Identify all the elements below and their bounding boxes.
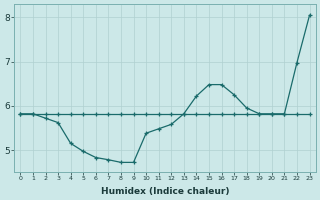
X-axis label: Humidex (Indice chaleur): Humidex (Indice chaleur) [101, 187, 229, 196]
